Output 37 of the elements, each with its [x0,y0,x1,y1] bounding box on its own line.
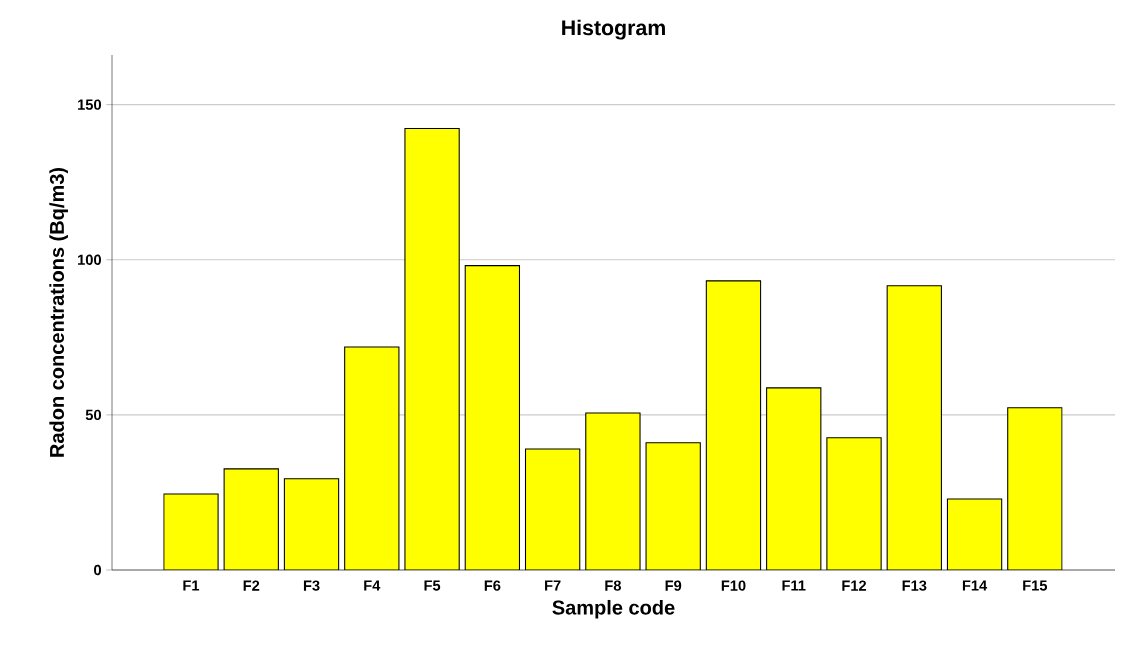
y-tick-label: 50 [85,409,101,421]
x-tick-label: F11 [782,580,806,591]
bar [585,412,641,570]
bar [1007,407,1063,570]
bar [344,346,400,570]
x-tick-label: F5 [424,580,441,591]
bar [766,387,822,570]
x-tick-label: F3 [303,580,320,591]
bar [705,280,762,570]
x-tick-label: F6 [484,580,501,591]
chart-title: Histogram [562,19,665,40]
bar [464,265,521,570]
bar [163,493,219,570]
y-tick-label: 0 [94,564,101,576]
bar [283,478,340,570]
x-tick-label: F4 [364,580,381,591]
x-tick-label: F12 [842,580,867,591]
bar [404,127,460,570]
x-tick-label: F8 [605,580,621,591]
bar [645,442,701,570]
bar [886,285,942,570]
x-tick-label: F10 [721,580,746,591]
x-tick-label: F13 [902,580,927,591]
x-tick-label: F2 [243,580,260,591]
y-axis-title: Radon concentrations (Bq/m3) [49,167,68,457]
x-tick-label: F1 [183,580,200,591]
bar [946,498,1003,570]
x-tick-label: F9 [665,580,682,591]
x-tick-label: F7 [545,580,561,591]
x-axis-title: Sample code [552,599,675,619]
y-tick-label: 150 [78,99,101,110]
y-tick-label: 100 [78,254,101,265]
x-tick-label: F14 [962,580,988,591]
bar [826,437,882,570]
bar [524,448,581,570]
x-tick-label: F15 [1023,580,1048,591]
bar [223,468,279,570]
